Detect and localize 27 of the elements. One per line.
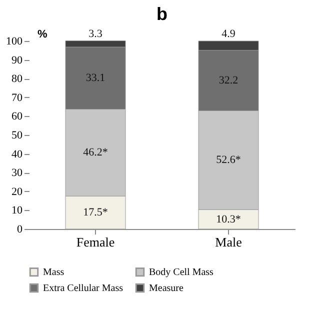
- data-label: 10.3*: [216, 213, 241, 226]
- data-label: 46.2*: [83, 146, 108, 159]
- data-label: 17.5*: [83, 206, 108, 219]
- legend-label: Body Cell Mass: [149, 267, 214, 278]
- data-label: 52.6*: [216, 154, 241, 166]
- x-tick-label: Female: [76, 234, 115, 250]
- y-tick-label: 40: [12, 148, 23, 160]
- y-tick-label: 100: [6, 36, 23, 48]
- y-tick-label: 0: [17, 224, 23, 236]
- data-label: 3.3: [88, 28, 103, 40]
- chart-title: b: [156, 4, 168, 24]
- x-tick-label: Male: [215, 234, 242, 250]
- y-tick-label: 30: [12, 167, 23, 180]
- y-tick-label: 50: [12, 130, 23, 142]
- y-tick-label: 80: [12, 73, 23, 86]
- legend-label: Measure: [149, 283, 184, 294]
- y-tick-label: 60: [12, 110, 23, 123]
- y-axis-title: %: [38, 28, 48, 40]
- y-tick-label: 10: [12, 204, 23, 217]
- legend-label: Extra Cellular Mass: [43, 283, 124, 294]
- data-label: 32.2: [218, 74, 238, 86]
- y-tick-label: 90: [12, 54, 23, 66]
- legend-label: Mass: [43, 267, 64, 278]
- data-label: 33.1: [86, 72, 106, 84]
- data-label: 4.9: [222, 28, 236, 40]
- y-tick-label: 20: [12, 186, 23, 198]
- y-tick-label: 70: [12, 92, 23, 104]
